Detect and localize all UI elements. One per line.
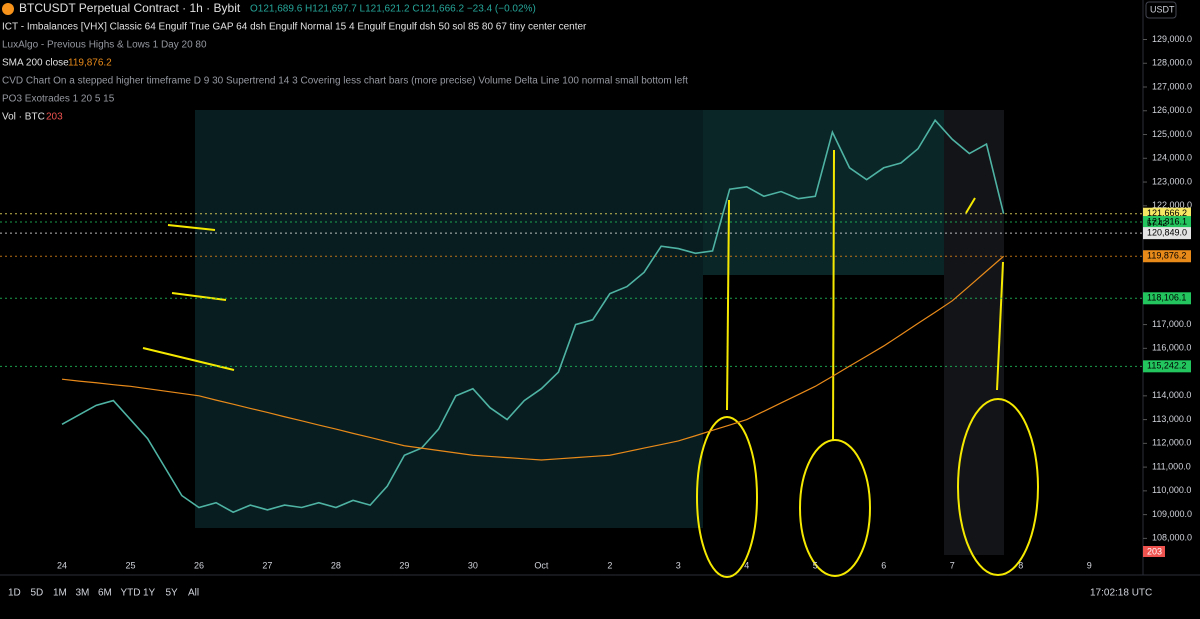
y-tick-label: 122,000.0 — [1152, 200, 1192, 210]
range-button[interactable]: All — [188, 588, 199, 599]
price-tag — [1143, 216, 1191, 229]
y-tick-label: 116,000.0 — [1152, 343, 1191, 353]
y-tick-label: 117,000.0 — [1152, 319, 1191, 329]
price-tag — [1143, 292, 1191, 305]
session-zone — [944, 110, 1004, 555]
y-tick-label: 128,000.0 — [1152, 58, 1192, 68]
series-line — [61, 255, 1004, 461]
price-tag — [1143, 360, 1191, 373]
y-tick-label: 108,000.0 — [1152, 533, 1192, 543]
x-tick-label: 27 — [262, 560, 272, 570]
x-tick-label: 5 — [813, 560, 818, 570]
y-tick-label: 124,000.0 — [1152, 153, 1192, 163]
indicator: ICT - Imbalances [VHX] Classic 64 Engulf… — [2, 22, 587, 33]
x-tick-label: 29 — [399, 560, 409, 570]
range-button[interactable]: 1D — [8, 588, 21, 599]
countdown: 57:42 — [1147, 219, 1168, 228]
x-tick-label: Oct — [534, 560, 549, 570]
volume-profile-zone — [195, 110, 703, 528]
y-tick-label: 110,000.0 — [1152, 485, 1191, 495]
y-tick-label: 111,000.0 — [1152, 461, 1191, 471]
btc-icon — [2, 3, 14, 15]
y-tick-label: 109,000.0 — [1152, 509, 1192, 519]
ohlc: O121,689.6 H121,697.7 L121,621.2 C121,66… — [250, 4, 536, 15]
y-tick-label: 125,000.0 — [1152, 129, 1192, 139]
x-tick-label: 4 — [744, 560, 749, 570]
y-tick-label: 113,000.0 — [1152, 414, 1191, 424]
range-button[interactable]: 1Y — [143, 588, 156, 599]
indicator: PO3 Exotrades 1 20 5 15 — [2, 94, 115, 105]
x-tick-label: 9 — [1087, 560, 1092, 570]
price-tag-label: 120,849.0 — [1147, 228, 1187, 238]
y-tick-label: 112,000.0 — [1152, 438, 1191, 448]
indicator: CVD Chart On a stepped higher timeframe … — [2, 76, 688, 87]
volume-tag-label: 203 — [1147, 546, 1162, 556]
x-tick-label: 26 — [194, 560, 204, 570]
annotations — [142, 149, 1039, 578]
x-tick-label: 2 — [607, 560, 612, 570]
sma-value: 119,876.2 — [68, 58, 112, 69]
price-tag-label: 118,106.1 — [1147, 293, 1186, 303]
indicator: LuxAlgo - Previous Highs & Lows 1 Day 20… — [2, 40, 207, 51]
x-tick-label: 7 — [950, 560, 955, 570]
range-button[interactable]: 5D — [31, 588, 44, 599]
x-tick-label: 3 — [676, 560, 681, 570]
range-button[interactable]: YTD — [121, 588, 141, 599]
series-line — [61, 118, 1005, 514]
sma-label: SMA 200 close — [2, 58, 69, 69]
volume-tag — [1143, 546, 1165, 557]
range-button[interactable]: 3M — [76, 588, 90, 599]
x-tick-label: 25 — [125, 560, 135, 570]
price-tag-label: 119,876.2 — [1147, 251, 1186, 261]
y-tick-label: 127,000.0 — [1152, 81, 1192, 91]
vol-label: Vol · BTC — [2, 112, 45, 123]
x-tick-label: 8 — [1018, 560, 1023, 570]
range-button[interactable]: 1M — [53, 588, 67, 599]
price-tag-label: 121,316.1 — [1147, 216, 1187, 226]
y-tick-label: 129,000.0 — [1152, 34, 1192, 44]
currency-button[interactable] — [1145, 1, 1177, 19]
x-tick-label: 24 — [57, 560, 67, 570]
price-tag-label: 121,666.2 — [1147, 208, 1187, 218]
x-tick-label: 30 — [468, 560, 478, 570]
currency[interactable]: USDT — [1150, 4, 1175, 14]
y-tick-label: 123,000.0 — [1152, 176, 1192, 186]
price-tag-label: 115,242.2 — [1147, 361, 1186, 371]
range-button[interactable]: 5Y — [166, 588, 179, 599]
range-button[interactable]: 6M — [98, 588, 112, 599]
x-tick-label: 28 — [331, 560, 341, 570]
x-tick-label: 6 — [881, 560, 886, 570]
y-tick-label: 114,000.0 — [1152, 390, 1191, 400]
clock: 17:02:18 UTC — [1090, 588, 1152, 599]
price-tag — [1143, 250, 1191, 263]
y-tick-label: 126,000.0 — [1152, 105, 1192, 115]
price-tag — [1143, 227, 1191, 240]
vol-value: 203 — [46, 112, 63, 123]
symbol: BTCUSDT Perpetual Contract · 1h · Bybit — [19, 1, 241, 15]
